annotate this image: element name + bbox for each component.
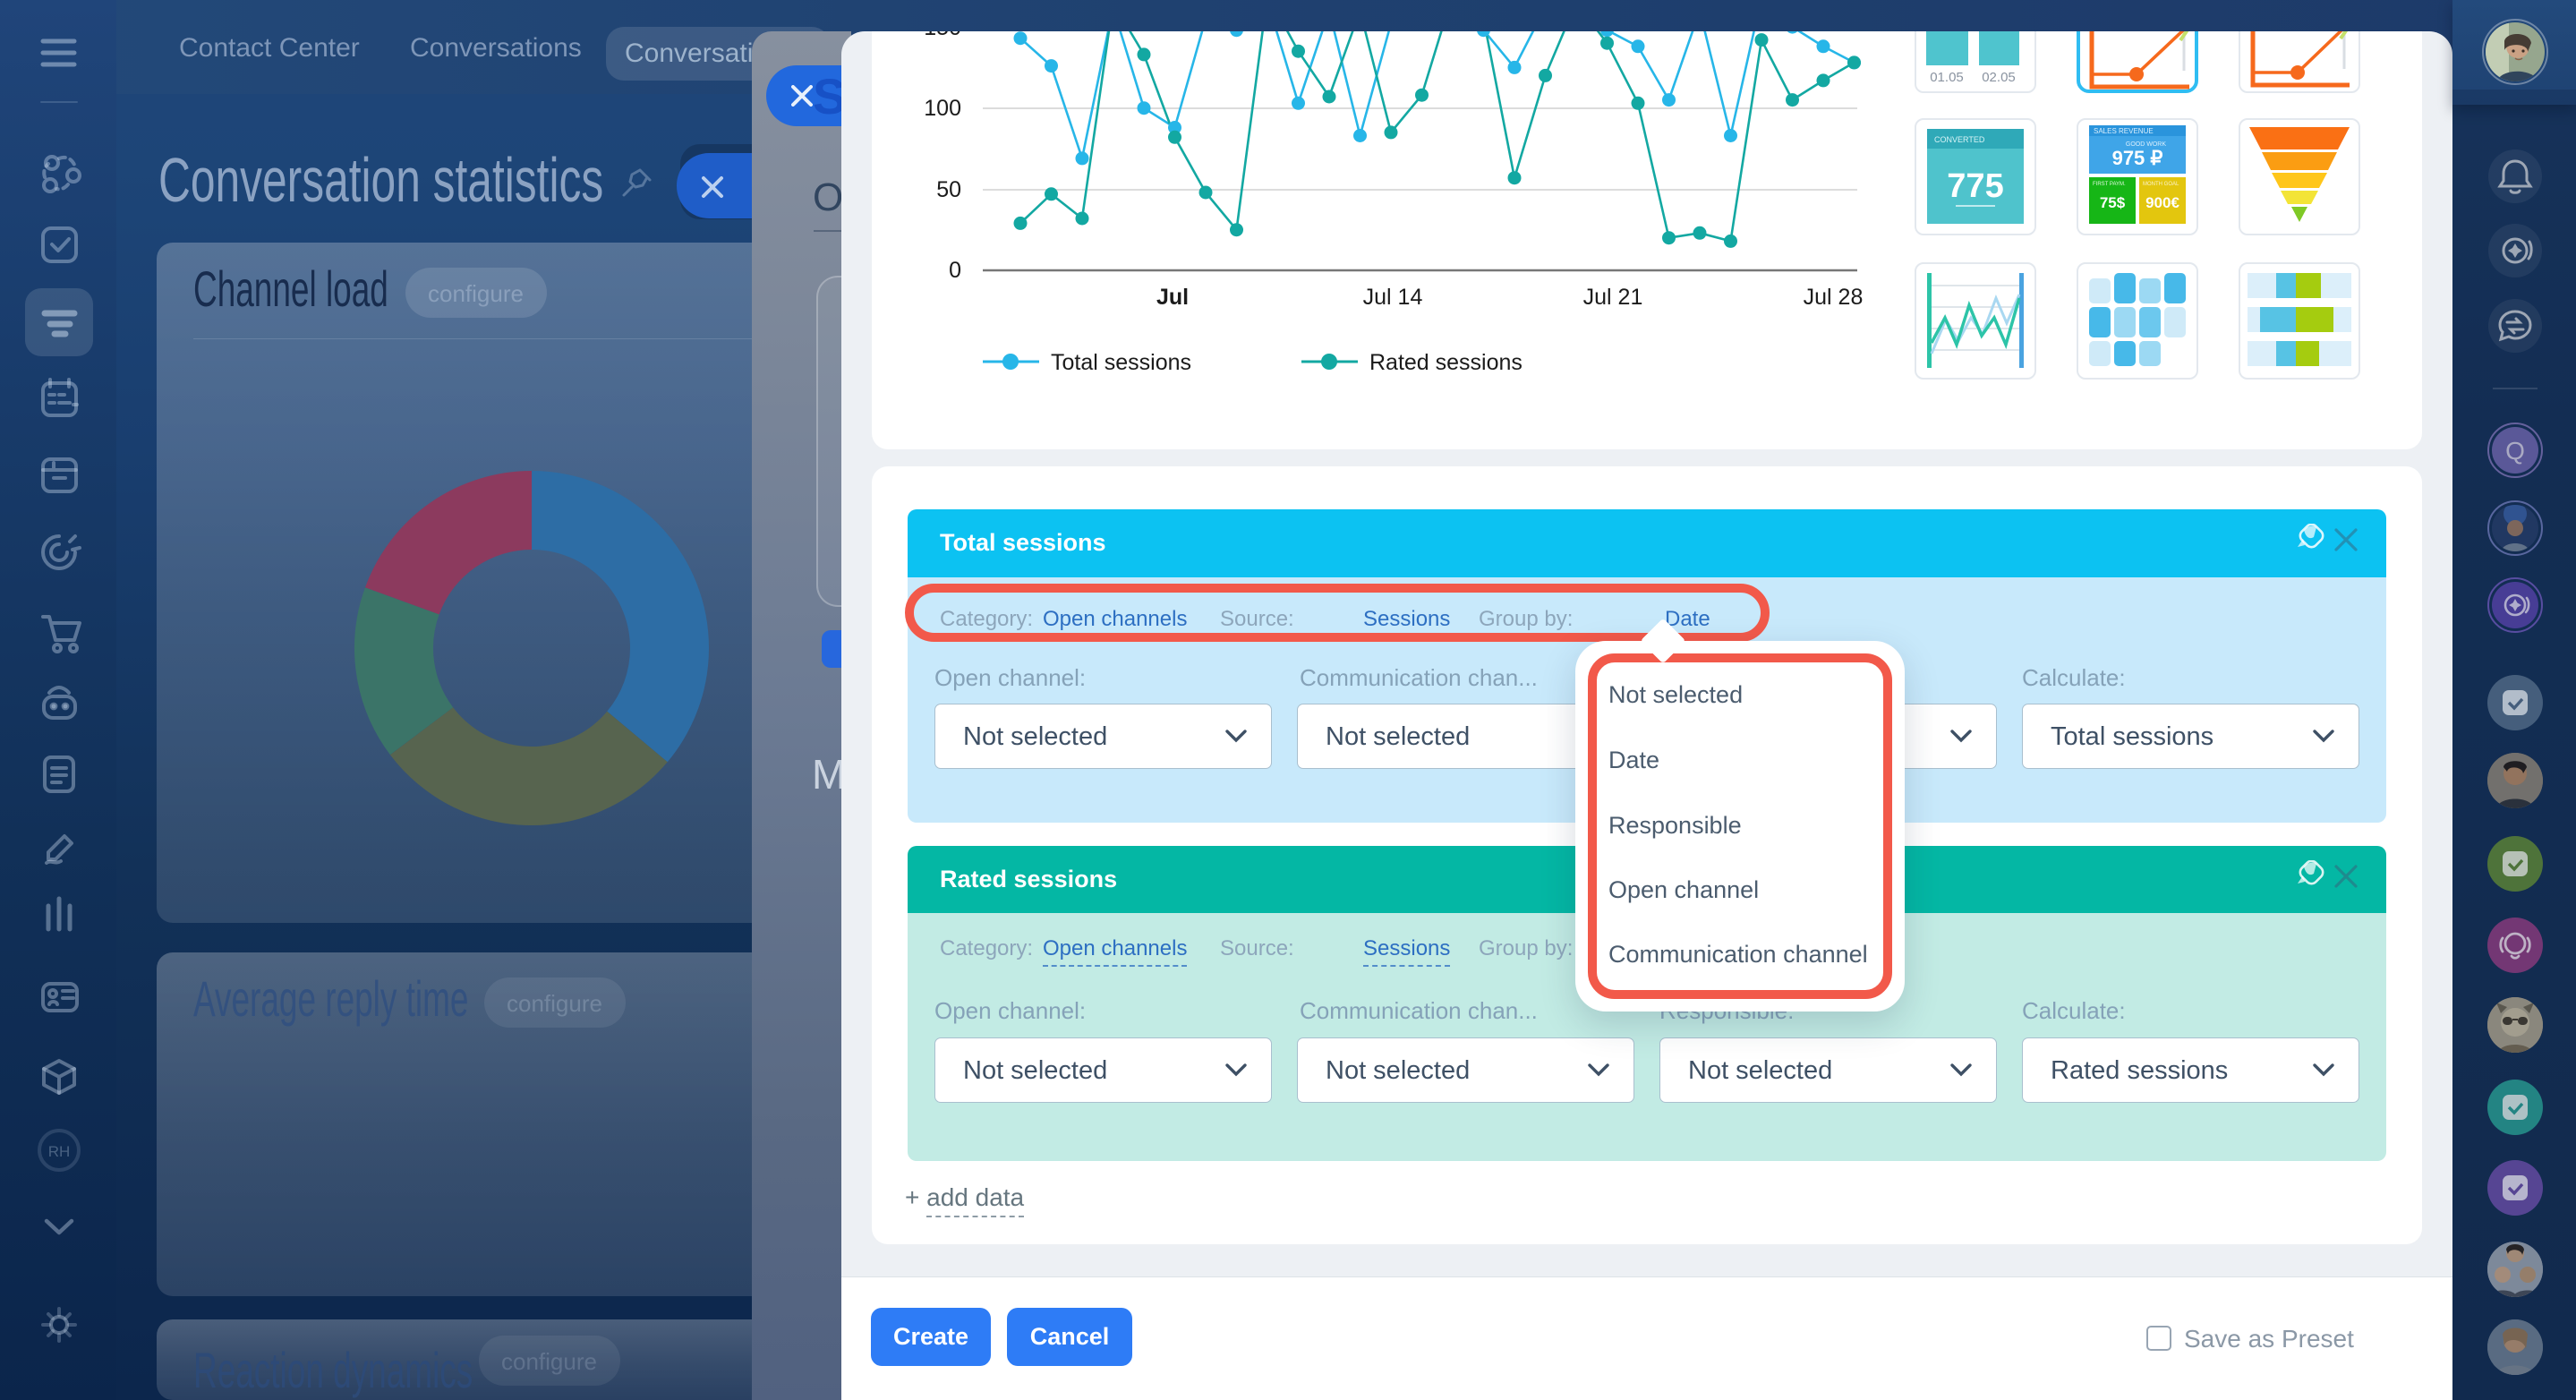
svg-text:50: 50 xyxy=(936,177,961,202)
svg-text:Jul 21: Jul 21 xyxy=(1583,285,1643,310)
svg-text:0: 0 xyxy=(949,258,961,283)
svg-text:100: 100 xyxy=(924,96,961,121)
svg-text:02.05: 02.05 xyxy=(1982,70,2016,85)
svg-text:Q: Q xyxy=(2505,437,2525,465)
svg-text:SALES REVENUE: SALES REVENUE xyxy=(2094,127,2154,135)
svg-text:975 ₽: 975 ₽ xyxy=(2112,147,2163,169)
svg-text:Jul 28: Jul 28 xyxy=(1804,285,1864,310)
svg-text:CONVERTED: CONVERTED xyxy=(1934,135,1985,144)
svg-text:MONTH GOAL: MONTH GOAL xyxy=(2143,182,2179,187)
svg-text:FIRST PAYM.: FIRST PAYM. xyxy=(2093,182,2126,187)
svg-text:Jul 14: Jul 14 xyxy=(1363,285,1423,310)
svg-text:Total sessions: Total sessions xyxy=(1051,350,1191,375)
svg-text:Rated sessions: Rated sessions xyxy=(1369,350,1523,375)
svg-text:900€: 900€ xyxy=(2145,194,2179,211)
svg-text:150: 150 xyxy=(924,31,961,40)
svg-text:01.05: 01.05 xyxy=(1930,70,1964,85)
svg-text:Jul: Jul xyxy=(1156,285,1189,310)
svg-text:GOOD WORK: GOOD WORK xyxy=(2126,141,2166,148)
svg-text:75$: 75$ xyxy=(2100,194,2126,211)
svg-text:RH: RH xyxy=(48,1143,71,1160)
svg-text:775: 775 xyxy=(1947,167,2003,205)
